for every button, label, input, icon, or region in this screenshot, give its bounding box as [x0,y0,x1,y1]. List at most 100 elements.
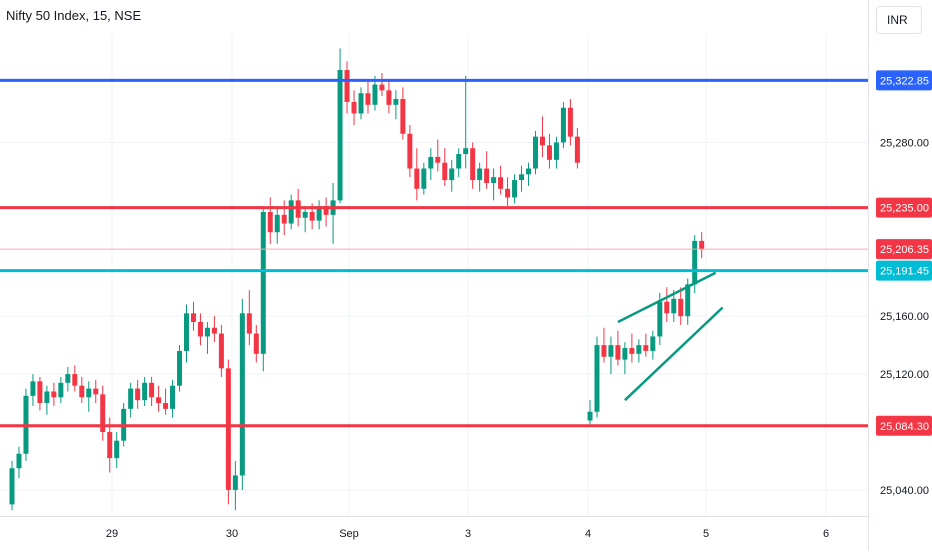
candle-body[interactable] [170,385,176,409]
currency-button[interactable]: INR [876,6,922,34]
candle-body[interactable] [372,84,378,105]
candle-body[interactable] [323,206,329,215]
candle-body[interactable] [281,214,287,224]
candle-body[interactable] [37,381,43,404]
candle-body[interactable] [239,313,245,476]
candle-body[interactable] [44,391,50,404]
candle-body[interactable] [601,345,607,357]
candle-body[interactable] [608,345,614,357]
candle-body[interactable] [128,388,134,409]
candle-body[interactable] [16,453,22,469]
candle-body[interactable] [51,391,57,398]
candle-body[interactable] [477,168,483,181]
candle-body[interactable] [190,313,196,322]
candle-body[interactable] [560,107,566,143]
candle-body[interactable] [533,136,538,169]
candle-body[interactable] [678,298,684,317]
candle-body[interactable] [526,168,532,175]
candle-body[interactable] [442,162,448,181]
candle-body[interactable] [72,374,78,386]
candle-body[interactable] [546,145,552,160]
candle-body[interactable] [58,382,64,398]
candle-body[interactable] [358,93,364,114]
channel-trendline[interactable] [624,306,724,402]
candle-body[interactable] [260,211,266,354]
candle-body[interactable] [156,397,162,404]
candle-body[interactable] [211,327,217,334]
candle-body[interactable] [615,345,621,360]
candle-body[interactable] [393,99,399,105]
candle-body[interactable] [692,240,698,285]
candle-body[interactable] [107,432,113,459]
channel-trendline[interactable] [617,271,717,324]
candle-body[interactable] [184,313,189,351]
candle-body[interactable] [685,284,691,317]
candle-body[interactable] [267,211,273,233]
candle-body[interactable] [86,388,92,398]
candle-body[interactable] [288,200,294,224]
candle-body[interactable] [93,388,99,395]
candle-body[interactable] [177,350,183,386]
candle-body[interactable] [9,468,15,505]
candle-body[interactable] [337,70,343,201]
candle-body[interactable] [699,240,705,250]
candle-body[interactable] [309,211,315,221]
candle-body[interactable] [274,214,280,233]
candle-body[interactable] [65,374,71,383]
candle-body[interactable] [316,206,322,221]
candle-body[interactable] [519,174,525,181]
candle-body[interactable] [30,381,36,396]
candle-body[interactable] [246,313,252,334]
candle-body[interactable] [622,348,628,360]
candle-body[interactable] [302,211,308,218]
candle-body[interactable] [657,301,663,337]
candle-body[interactable] [587,411,593,421]
candle-body[interactable] [218,333,224,369]
candle-body[interactable] [204,327,210,337]
candle-body[interactable] [664,301,670,314]
candle-body[interactable] [225,368,231,490]
candle-body[interactable] [470,148,476,181]
candle-body[interactable] [505,188,511,198]
candle-body[interactable] [449,168,455,181]
candle-body[interactable] [643,345,649,351]
candle-body[interactable] [498,177,504,189]
candle-body[interactable] [142,382,148,401]
candle-body[interactable] [79,385,85,398]
candle-body[interactable] [435,156,441,163]
candle-body[interactable] [114,440,120,459]
candle-body[interactable] [351,101,357,114]
candle-body[interactable] [232,475,238,490]
candle-body[interactable] [491,177,497,183]
candle-body[interactable] [253,333,259,354]
candle-body[interactable] [428,156,434,169]
candle-body[interactable] [574,136,580,163]
candle-body[interactable] [567,107,573,137]
candle-body[interactable] [149,382,155,398]
candle-body[interactable] [650,336,656,351]
candle-body[interactable] [163,403,169,409]
candle-body[interactable] [197,321,203,337]
candle-body[interactable] [456,154,462,169]
candle-body[interactable] [484,168,490,183]
candle-body[interactable] [407,133,413,169]
candle-body[interactable] [636,345,642,354]
candle-body[interactable] [463,148,469,155]
candle-body[interactable] [400,99,406,134]
candle-body[interactable] [553,142,559,160]
candle-body[interactable] [671,298,677,314]
candle-body[interactable] [344,70,350,102]
candle-body[interactable] [629,348,635,354]
candle-body[interactable] [365,93,371,105]
candle-body[interactable] [414,168,420,189]
candle-body[interactable] [539,136,545,146]
candle-body[interactable] [135,388,141,401]
candle-body[interactable] [421,168,427,189]
candle-body[interactable] [100,394,106,433]
candle-body[interactable] [386,90,392,105]
candle-body[interactable] [594,345,600,412]
candle-body[interactable] [379,84,385,91]
candle-body[interactable] [512,180,518,198]
